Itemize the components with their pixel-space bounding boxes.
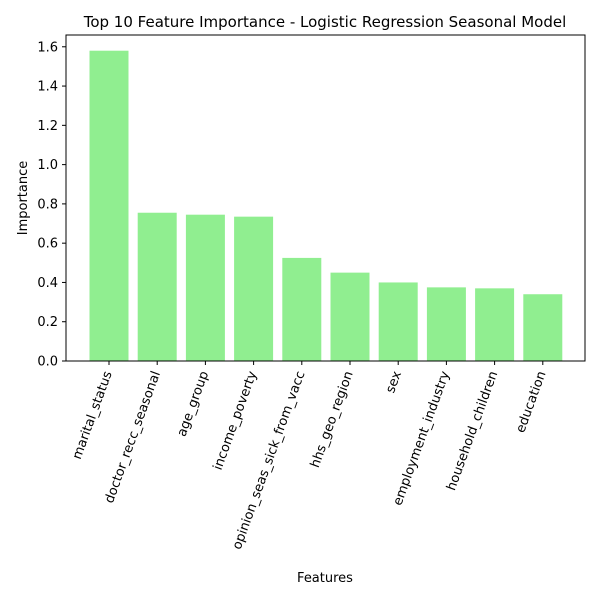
y-tick-label: 0.2: [37, 315, 58, 330]
chart-title: Top 10 Feature Importance - Logistic Reg…: [83, 13, 567, 31]
bars-layer: [89, 50, 563, 362]
y-tick-label: 0.6: [37, 237, 58, 252]
x-tick-label: income_poverty: [211, 369, 261, 472]
y-tick-label: 0.4: [37, 276, 58, 291]
bar-doctor_recc_seasonal: [137, 212, 177, 361]
y-tick-label: 1.2: [37, 119, 58, 134]
bar-household_children: [475, 288, 515, 361]
bar-opinion_seas_sick_from_vacc: [282, 257, 322, 361]
plot-frame: [65, 34, 586, 362]
y-tick-label: 1.4: [37, 80, 58, 95]
x-tick-label: marital_status: [70, 369, 116, 461]
x-tick-label: age_group: [175, 369, 213, 438]
x-tick-label: hhs_geo_region: [308, 369, 357, 470]
x-tick-label: household_children: [444, 369, 501, 492]
bar-education: [523, 294, 563, 361]
x-tick-label: doctor_recc_seasonal: [102, 369, 164, 505]
bar-employment_industry: [426, 287, 466, 361]
y-tick-label: 0.0: [37, 355, 58, 370]
x-axis-label: Features: [297, 571, 353, 586]
bar-age_group: [185, 214, 225, 361]
bar-marital_status: [89, 50, 129, 362]
y-axis-label: Importance: [16, 161, 31, 236]
bar-income_poverty: [234, 216, 274, 361]
y-tick-label: 1.6: [37, 40, 58, 55]
bar-sex: [378, 282, 418, 361]
y-tick-label: 0.8: [37, 197, 58, 212]
x-tick-label: education: [513, 369, 549, 435]
bar-hhs_geo_region: [330, 272, 370, 361]
x-tick-label: sex: [383, 369, 405, 395]
y-tick-label: 1.0: [37, 158, 58, 173]
